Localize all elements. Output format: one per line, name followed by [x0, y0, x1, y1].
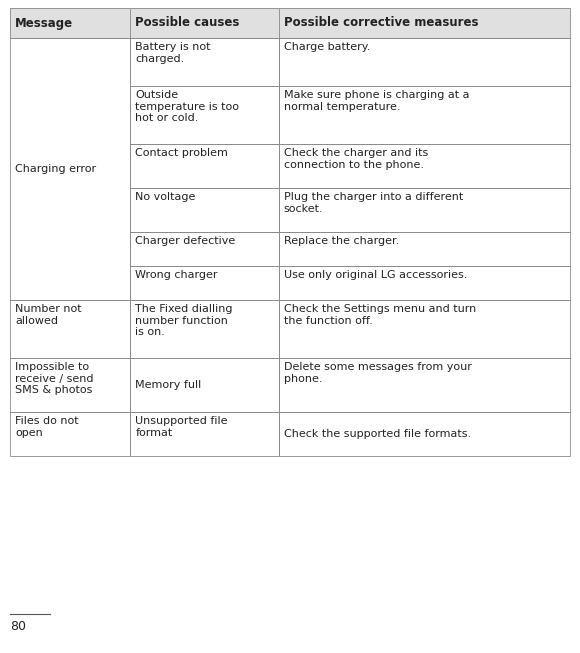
- Bar: [279, 38, 570, 86]
- Text: Files do not
open: Files do not open: [15, 416, 79, 438]
- Text: Check the charger and its
connection to the phone.: Check the charger and its connection to …: [284, 148, 428, 170]
- Bar: [130, 188, 279, 232]
- Text: Charging error: Charging error: [15, 164, 96, 174]
- Text: Memory full: Memory full: [135, 380, 202, 390]
- Bar: [10, 358, 131, 412]
- Text: Possible corrective measures: Possible corrective measures: [284, 16, 478, 29]
- Text: Charger defective: Charger defective: [135, 236, 235, 246]
- Text: Message: Message: [15, 16, 73, 29]
- Text: Delete some messages from your
phone.: Delete some messages from your phone.: [284, 362, 472, 383]
- Text: Impossible to
receive / send
SMS & photos: Impossible to receive / send SMS & photo…: [15, 362, 93, 395]
- Bar: [10, 300, 131, 358]
- Text: Number not
allowed: Number not allowed: [15, 304, 82, 326]
- Bar: [130, 358, 279, 412]
- Bar: [279, 8, 570, 38]
- Bar: [130, 232, 279, 266]
- Text: Replace the charger.: Replace the charger.: [284, 236, 399, 246]
- Bar: [279, 86, 570, 144]
- Bar: [279, 266, 570, 300]
- Text: Unsupported file
format: Unsupported file format: [135, 416, 228, 438]
- Text: No voltage: No voltage: [135, 192, 196, 202]
- Text: Battery is not
charged.: Battery is not charged.: [135, 42, 211, 63]
- Bar: [279, 232, 570, 266]
- Bar: [279, 412, 570, 456]
- Bar: [130, 144, 279, 188]
- Bar: [130, 86, 279, 144]
- Bar: [130, 300, 279, 358]
- Bar: [279, 188, 570, 232]
- Text: 80: 80: [10, 620, 26, 633]
- Text: The Fixed dialling
number function
is on.: The Fixed dialling number function is on…: [135, 304, 233, 337]
- Text: Contact problem: Contact problem: [135, 148, 229, 158]
- Text: Use only original LG accessories.: Use only original LG accessories.: [284, 270, 467, 280]
- Bar: [130, 8, 279, 38]
- Bar: [130, 8, 279, 38]
- Bar: [279, 8, 570, 38]
- Text: Check the Settings menu and turn
the function off.: Check the Settings menu and turn the fun…: [284, 304, 476, 326]
- Bar: [130, 38, 279, 86]
- Text: Check the supported file formats.: Check the supported file formats.: [284, 429, 471, 439]
- Bar: [10, 38, 131, 300]
- Text: Wrong charger: Wrong charger: [135, 270, 218, 280]
- Bar: [279, 144, 570, 188]
- Bar: [279, 358, 570, 412]
- Text: Charge battery.: Charge battery.: [284, 42, 370, 52]
- Text: Possible causes: Possible causes: [135, 16, 240, 29]
- Bar: [10, 8, 131, 38]
- Bar: [130, 266, 279, 300]
- Bar: [130, 412, 279, 456]
- Text: Make sure phone is charging at a
normal temperature.: Make sure phone is charging at a normal …: [284, 90, 469, 112]
- Text: Outside
temperature is too
hot or cold.: Outside temperature is too hot or cold.: [135, 90, 240, 123]
- Bar: [279, 300, 570, 358]
- Text: Plug the charger into a different
socket.: Plug the charger into a different socket…: [284, 192, 463, 214]
- Bar: [10, 412, 131, 456]
- Bar: [10, 8, 131, 38]
